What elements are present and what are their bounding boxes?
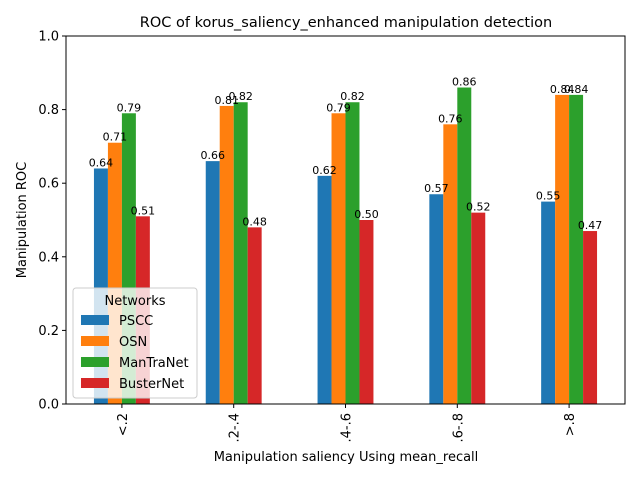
y-tick-label: 0.4 xyxy=(38,250,59,265)
legend-swatch-osn xyxy=(81,336,109,346)
y-tick-label: 0.6 xyxy=(38,177,59,192)
bar-osn-4 xyxy=(555,94,570,404)
x-tick-label: .6-.8 xyxy=(451,413,466,443)
bar-value-label: 0.79 xyxy=(326,101,351,114)
x-tick-label: >.8 xyxy=(563,413,578,436)
bar-pscc-3 xyxy=(429,194,444,404)
bar-value-label: 0.76 xyxy=(438,112,463,125)
x-tick-label: <.2 xyxy=(116,413,131,436)
bar-mantranet-3 xyxy=(457,87,472,405)
legend-swatch-busternet xyxy=(81,378,109,388)
legend-label-osn: OSN xyxy=(119,335,147,350)
bar-labels-layer: 0.640.710.790.510.660.810.820.480.620.79… xyxy=(89,76,603,233)
bar-osn-2 xyxy=(331,113,346,404)
bar-value-label: 0.82 xyxy=(228,90,253,103)
bar-mantranet-2 xyxy=(345,102,360,405)
bar-osn-1 xyxy=(219,105,234,405)
y-tick-label: 0.8 xyxy=(38,103,59,118)
bar-value-label: 0.48 xyxy=(242,215,267,228)
bar-value-label: 0.79 xyxy=(117,101,142,114)
bar-value-label: 0.86 xyxy=(452,76,477,89)
bar-busternet-4 xyxy=(583,231,598,404)
bar-mantranet-4 xyxy=(569,94,584,404)
bar-value-label: 0.51 xyxy=(131,204,156,217)
y-tick-label: 1.0 xyxy=(38,30,59,45)
x-axis-title: Manipulation saliency Using mean_recall xyxy=(214,450,479,465)
legend-swatch-pscc xyxy=(81,315,109,325)
bar-value-label: 0.50 xyxy=(354,208,379,221)
x-tick-label: .4-.6 xyxy=(340,413,355,443)
chart-title: ROC of korus_saliency_enhanced manipulat… xyxy=(140,15,552,31)
legend: Networks PSCC OSN ManTraNet BusterNet xyxy=(72,287,198,399)
legend-label-busternet: BusterNet xyxy=(119,377,184,392)
bar-pscc-2 xyxy=(317,175,332,404)
bar-value-label: 0.66 xyxy=(200,149,225,162)
bar-busternet-3 xyxy=(471,212,486,404)
bar-osn-3 xyxy=(443,124,458,404)
bar-value-label: 0.55 xyxy=(536,190,561,203)
bar-value-label: 0.71 xyxy=(103,131,128,144)
bar-value-label: 0.84 xyxy=(564,83,589,96)
y-axis-title: Manipulation ROC xyxy=(15,162,30,278)
y-tick-label: 0.0 xyxy=(38,398,59,413)
x-tick-label: .2-.4 xyxy=(228,413,243,443)
bar-pscc-1 xyxy=(205,161,220,404)
bar-busternet-1 xyxy=(247,227,262,404)
bar-busternet-2 xyxy=(359,220,374,404)
bar-value-label: 0.47 xyxy=(578,219,603,232)
bar-pscc-4 xyxy=(541,201,556,404)
bar-value-label: 0.84 xyxy=(550,83,575,96)
bar-value-label: 0.82 xyxy=(340,90,365,103)
bar-value-label: 0.52 xyxy=(466,201,491,214)
bar-value-label: 0.64 xyxy=(89,156,114,169)
y-tick-label: 0.2 xyxy=(38,324,59,339)
legend-label-mantranet: ManTraNet xyxy=(119,356,189,371)
legend-swatch-mantranet xyxy=(81,357,109,367)
legend-label-pscc: PSCC xyxy=(119,314,153,329)
axes-layer: 0.0 0.2 0.4 0.6 0.8 1.0 <.2 .2-.4 .4-.6 .6-.8 >.8 xyxy=(38,30,626,443)
legend-title: Networks xyxy=(104,294,165,309)
bar-mantranet-1 xyxy=(233,102,248,405)
bar-value-label: 0.57 xyxy=(424,182,449,195)
bar-value-label: 0.62 xyxy=(312,164,337,177)
bar-value-label: 0.81 xyxy=(214,94,239,107)
